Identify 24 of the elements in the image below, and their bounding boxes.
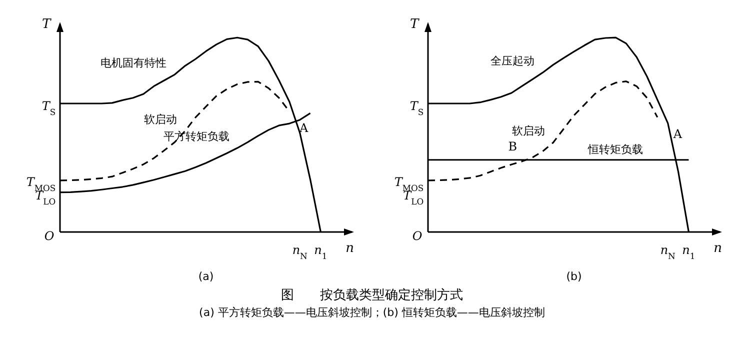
annotation: A: [298, 121, 308, 135]
text: O: [412, 229, 422, 244]
annotation: B: [508, 140, 518, 154]
x-tick-label: n$_{1}$: [314, 243, 328, 261]
y-axis-title: T: [42, 17, 52, 32]
y-axis-title: T: [410, 17, 420, 32]
text: (b): [565, 270, 583, 283]
series-label: 全压起动: [490, 54, 535, 68]
x-tick-label: n$_{N}$: [660, 243, 676, 261]
series-label: 电机固有特性: [100, 56, 167, 70]
series-label: 软启动: [144, 112, 178, 126]
text: T$_{S}$: [42, 99, 56, 118]
annotation: A: [672, 127, 682, 142]
text: (a): [197, 270, 215, 283]
x-axis-title: n: [714, 241, 722, 256]
series-label: 软启动: [512, 124, 546, 138]
text: 图 按负载类型确定控制方式: [280, 287, 464, 305]
text: (a) 平方转矩负载——电压斜坡控制；(b) 恒转矩负载——电压斜坡控制: [198, 305, 546, 321]
x-axis-title: n: [346, 241, 354, 256]
text: O: [44, 229, 54, 244]
x-tick-label: n$_{1}$: [682, 243, 696, 261]
series-label: 恒转矩负载: [587, 142, 644, 156]
x-tick-label: n$_{N}$: [292, 243, 308, 261]
text: T$_{S}$: [410, 99, 424, 118]
